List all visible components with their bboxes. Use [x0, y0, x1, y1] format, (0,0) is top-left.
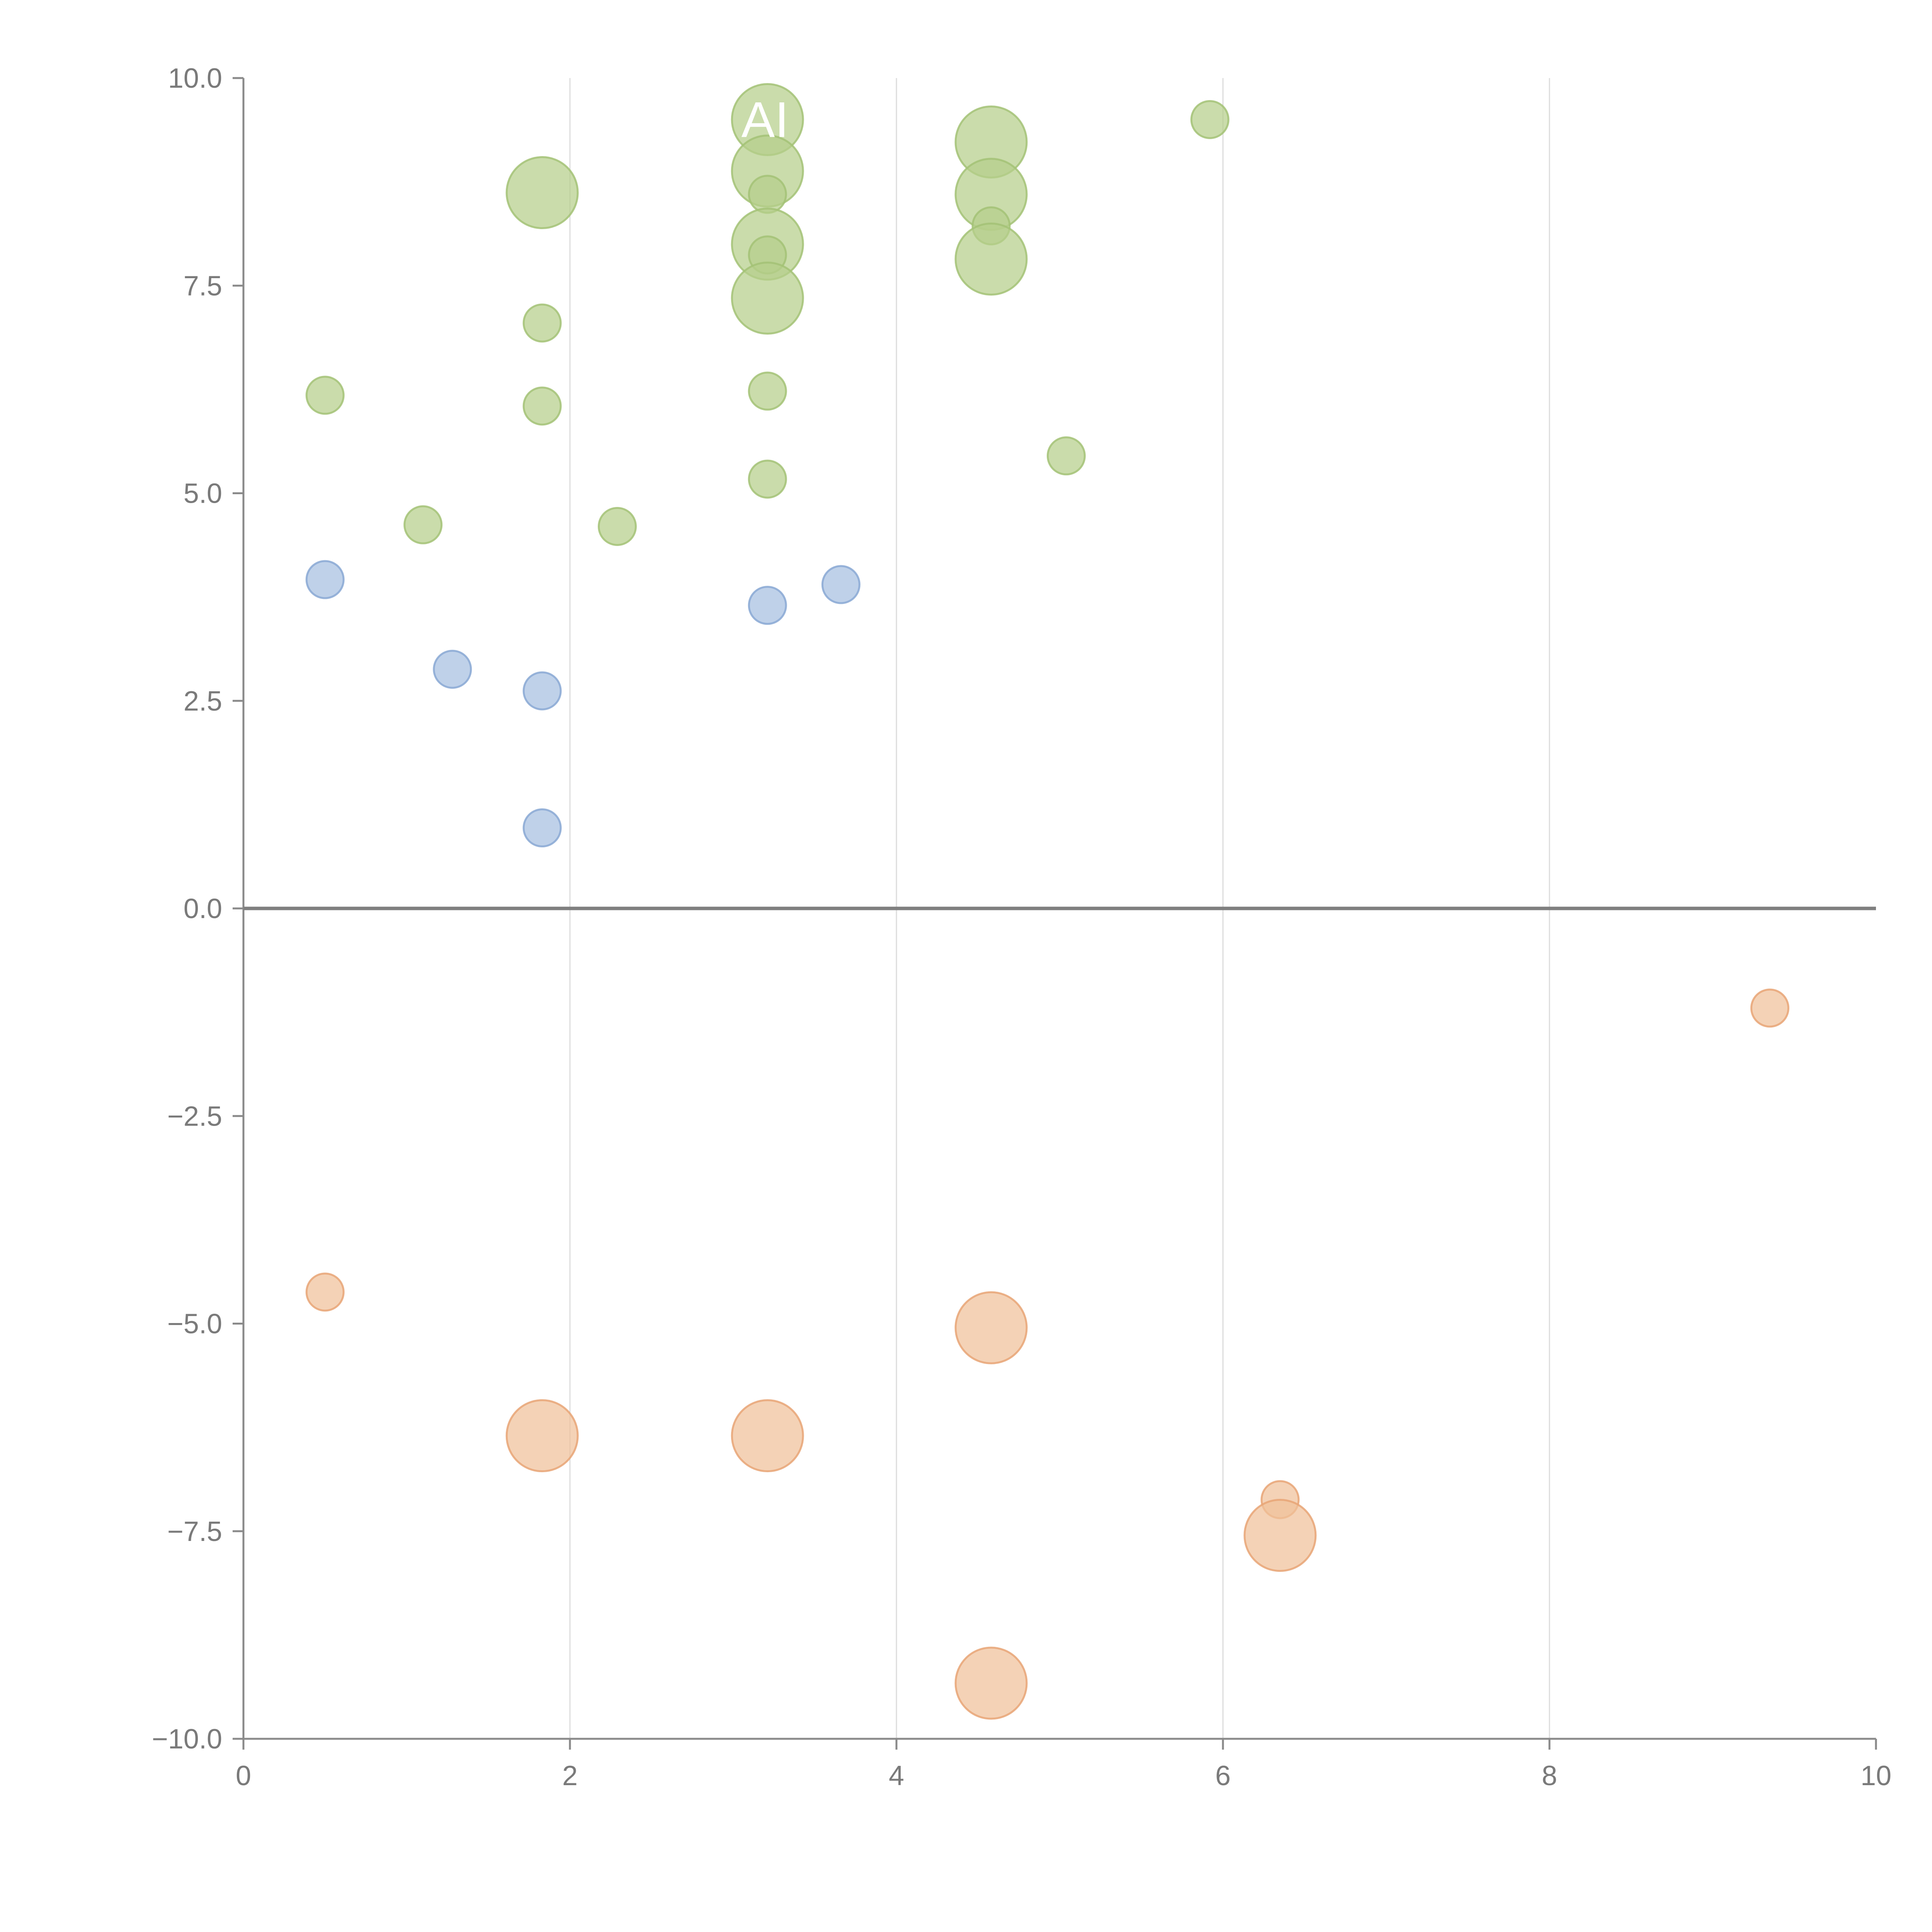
data-point-green	[1046, 436, 1086, 476]
y-tick-label: 7.5	[184, 270, 222, 301]
data-point-green	[748, 459, 787, 499]
y-tick-label: 5.0	[184, 478, 222, 509]
axes: 10.0 7.5 5.0 2.5 0.0 −2.5 −5.0 −7.5 −10.0 0 2 4 6 8 10	[152, 63, 1891, 1791]
y-tick-label: −10.0	[152, 1724, 222, 1755]
data-point-orange	[505, 1399, 579, 1473]
data-point-blue	[821, 565, 861, 604]
y-tick-label: 0.0	[184, 893, 222, 924]
data-point-orange	[954, 1291, 1028, 1364]
x-tick-label: 2	[562, 1760, 578, 1791]
y-tick-label: −2.5	[167, 1101, 222, 1132]
data-point-green	[522, 386, 562, 426]
data-point-orange	[1750, 988, 1789, 1028]
data-point-green	[748, 175, 787, 214]
x-tick-label: 0	[236, 1760, 251, 1791]
data-point-orange	[1243, 1498, 1317, 1572]
data-point-blue	[433, 650, 472, 689]
data-point-green	[1190, 100, 1230, 139]
data-point-green	[403, 505, 443, 544]
data-point-green	[954, 222, 1028, 296]
x-tick-label: 10	[1861, 1760, 1891, 1791]
y-tick-label: −7.5	[167, 1516, 222, 1547]
data-point-green	[731, 261, 804, 335]
data-point-green	[305, 376, 345, 415]
annotation-label: AI	[742, 91, 789, 148]
data-point-green	[598, 507, 637, 546]
x-tick-label: 4	[889, 1760, 904, 1791]
data-point-blue	[748, 586, 787, 625]
y-tick-label: −5.0	[167, 1309, 222, 1340]
data-points	[305, 83, 1789, 1720]
data-point-orange	[954, 1646, 1028, 1720]
data-point-blue	[522, 671, 562, 711]
data-point-blue	[305, 560, 345, 599]
x-tick-label: 8	[1542, 1760, 1557, 1791]
annotations: AI	[742, 91, 789, 148]
data-point-green	[748, 371, 787, 411]
y-tick-label: 2.5	[184, 686, 222, 717]
data-point-orange	[305, 1272, 345, 1312]
data-point-orange	[731, 1399, 804, 1473]
data-point-green	[522, 303, 562, 343]
data-point-blue	[522, 808, 562, 848]
x-tick-label: 6	[1215, 1760, 1231, 1791]
y-tick-label: 10.0	[168, 63, 222, 94]
data-point-green	[505, 156, 579, 230]
